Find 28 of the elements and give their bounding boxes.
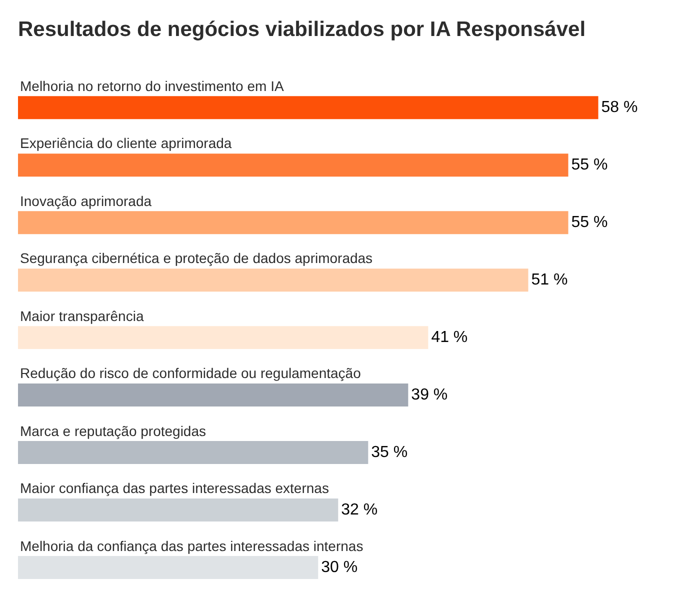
y-tick-label: Experiência do cliente aprimorada <box>20 135 232 151</box>
bar <box>18 556 318 580</box>
data-label: 41 % <box>431 329 468 346</box>
bar <box>18 211 568 234</box>
data-label: 30 % <box>321 559 358 576</box>
bar <box>18 154 568 177</box>
data-label: 51 % <box>531 272 568 289</box>
y-tick-label: Segurança cibernética e proteção de dados aprimoradas <box>20 250 373 266</box>
bar <box>18 96 598 120</box>
data-label: 39 % <box>411 386 448 404</box>
data-label: 55 % <box>571 214 608 232</box>
data-label: 58 % <box>601 99 638 116</box>
bar <box>18 498 338 522</box>
y-tick-label: Melhoria no retorno do investimento em IA <box>20 78 284 94</box>
y-tick-label: Inovação aprimorada <box>20 193 152 209</box>
data-label: 35 % <box>371 444 408 462</box>
bar <box>18 326 428 350</box>
bar <box>18 384 408 407</box>
bar <box>18 268 528 292</box>
y-tick-label: Maior confiança das partes interessadas externas <box>20 480 329 496</box>
bar <box>18 441 368 464</box>
data-label: 55 % <box>571 156 608 174</box>
y-tick-label: Marca e reputação protegidas <box>20 423 206 439</box>
y-tick-label: Redução do risco de conformidade ou regulamentação <box>20 365 362 381</box>
data-label: 32 % <box>341 502 378 519</box>
y-tick-label: Melhoria da confiança das partes interessadas internas <box>20 538 364 554</box>
y-tick-label: Maior transparência <box>20 308 144 324</box>
chart-title: Resultados de negócios viabilizados por IA Responsável <box>18 18 586 41</box>
